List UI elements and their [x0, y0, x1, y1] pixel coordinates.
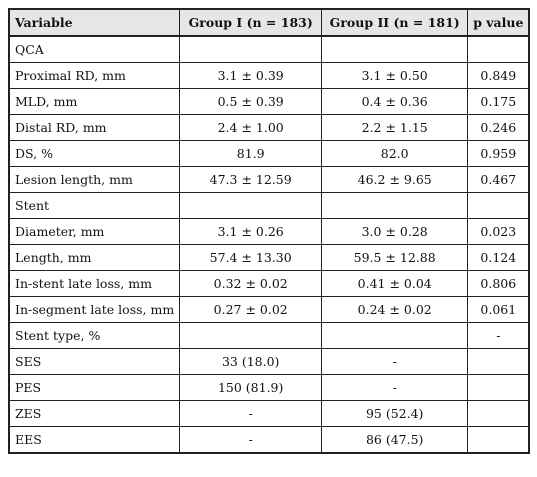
value-cell: 2.4 ± 1.00 — [179, 114, 323, 141]
row-label: Proximal RD, mm — [8, 62, 181, 89]
value-cell — [179, 322, 323, 349]
value-cell: 0.246 — [467, 114, 530, 141]
value-cell: 0.806 — [467, 270, 530, 297]
table-row: PES 150 (81.9) - — [8, 374, 530, 401]
value-cell — [467, 35, 530, 63]
value-cell: 0.124 — [467, 244, 530, 271]
row-label: In-segment late loss, mm — [8, 296, 181, 323]
row-label: Stent — [8, 192, 181, 219]
header-cell: Group II (n = 181) — [321, 8, 469, 37]
table-row: In-stent late loss, mm 0.32 ± 0.02 0.41 ± … — [8, 270, 530, 297]
value-cell: 3.0 ± 0.28 — [321, 218, 469, 245]
row-label: PES — [8, 374, 181, 401]
header-cell: Group I (n = 183) — [179, 8, 323, 37]
value-cell: - — [321, 348, 469, 375]
row-label: EES — [8, 426, 181, 454]
table-row: MLD, mm 0.5 ± 0.39 0.4 ± 0.36 0.175 — [8, 88, 530, 115]
value-cell: 33 (18.0) — [179, 348, 323, 375]
value-cell — [321, 35, 469, 63]
table-row: Proximal RD, mm 3.1 ± 0.39 3.1 ± 0.50 0.849 — [8, 62, 530, 89]
row-label: In-stent late loss, mm — [8, 270, 181, 297]
row-label: Distal RD, mm — [8, 114, 181, 141]
table-row: Length, mm 57.4 ± 13.30 59.5 ± 12.88 0.124 — [8, 244, 530, 271]
value-cell: 0.24 ± 0.02 — [321, 296, 469, 323]
row-label: Length, mm — [8, 244, 181, 271]
value-cell: 47.3 ± 12.59 — [179, 166, 323, 193]
value-cell: 82.0 — [321, 140, 469, 167]
value-cell: 0.41 ± 0.04 — [321, 270, 469, 297]
value-cell: 0.467 — [467, 166, 530, 193]
value-cell: 0.32 ± 0.02 — [179, 270, 323, 297]
table-row: EES -86 (47.5) — [8, 426, 530, 454]
table-row: Lesion length, mm 47.3 ± 12.59 46.2 ± 9.65… — [8, 166, 530, 193]
value-cell — [467, 400, 530, 427]
value-cell: 95 (52.4) — [321, 400, 469, 427]
table-row: SES 33 (18.0) - — [8, 348, 530, 375]
value-cell: 57.4 ± 13.30 — [179, 244, 323, 271]
value-cell: 3.1 ± 0.39 — [179, 62, 323, 89]
row-label: Lesion length, mm — [8, 166, 181, 193]
table-row: Diameter, mm 3.1 ± 0.26 3.0 ± 0.28 0.023 — [8, 218, 530, 245]
value-cell: 0.849 — [467, 62, 530, 89]
value-cell — [179, 35, 323, 63]
value-cell: 81.9 — [179, 140, 323, 167]
value-cell: 0.175 — [467, 88, 530, 115]
value-cell — [467, 426, 530, 454]
value-cell — [467, 374, 530, 401]
value-cell: 0.023 — [467, 218, 530, 245]
row-label: SES — [8, 348, 181, 375]
row-label: MLD, mm — [8, 88, 181, 115]
value-cell: 0.4 ± 0.36 — [321, 88, 469, 115]
value-cell: - — [179, 400, 323, 427]
value-cell: 59.5 ± 12.88 — [321, 244, 469, 271]
table-row: Stent type, % - — [8, 322, 530, 349]
row-label: Diameter, mm — [8, 218, 181, 245]
value-cell: 46.2 ± 9.65 — [321, 166, 469, 193]
header-row: Variable Group I (n = 183) Group II (n = 1… — [8, 8, 530, 37]
row-label: QCA — [8, 35, 181, 63]
value-cell: - — [179, 426, 323, 454]
header-cell: p value — [467, 8, 530, 37]
value-cell: 3.1 ± 0.50 — [321, 62, 469, 89]
value-cell: 86 (47.5) — [321, 426, 469, 454]
data-table: Variable Group I (n = 183) Group II (n = 1… — [8, 8, 531, 454]
value-cell: - — [467, 322, 530, 349]
value-cell — [321, 322, 469, 349]
row-label: ZES — [8, 400, 181, 427]
table-row: Stent — [8, 192, 530, 219]
value-cell — [467, 348, 530, 375]
table-wrap: Variable Group I (n = 183) Group II (n = 1… — [8, 8, 531, 454]
value-cell: 150 (81.9) — [179, 374, 323, 401]
table-row: ZES -95 (52.4) — [8, 400, 530, 427]
value-cell: 0.061 — [467, 296, 530, 323]
row-label: Stent type, % — [8, 322, 181, 349]
value-cell: 3.1 ± 0.26 — [179, 218, 323, 245]
value-cell: 2.2 ± 1.15 — [321, 114, 469, 141]
value-cell: 0.959 — [467, 140, 530, 167]
row-label: DS, % — [8, 140, 181, 167]
value-cell: - — [321, 374, 469, 401]
value-cell — [467, 192, 530, 219]
table-row: DS, % 81.9 82.0 0.959 — [8, 140, 530, 167]
table-row: QCA — [8, 35, 530, 63]
table-body: QCA Proximal RD, mm 3.1 ± 0.39 3.1 ± 0.50 0.… — [8, 35, 530, 454]
table-row: In-segment late loss, mm 0.27 ± 0.02 0.24 … — [8, 296, 530, 323]
table-row: Distal RD, mm 2.4 ± 1.00 2.2 ± 1.15 0.246 — [8, 114, 530, 141]
value-cell — [321, 192, 469, 219]
value-cell: 0.5 ± 0.39 — [179, 88, 323, 115]
value-cell — [179, 192, 323, 219]
header-cell: Variable — [8, 8, 181, 37]
value-cell: 0.27 ± 0.02 — [179, 296, 323, 323]
